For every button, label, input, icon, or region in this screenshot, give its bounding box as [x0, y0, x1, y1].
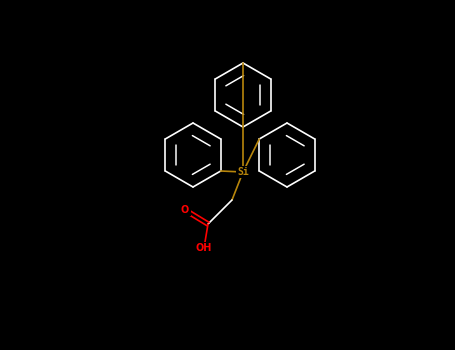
- Text: O: O: [181, 205, 189, 215]
- Text: OH: OH: [196, 243, 212, 253]
- Text: Si: Si: [237, 167, 249, 177]
